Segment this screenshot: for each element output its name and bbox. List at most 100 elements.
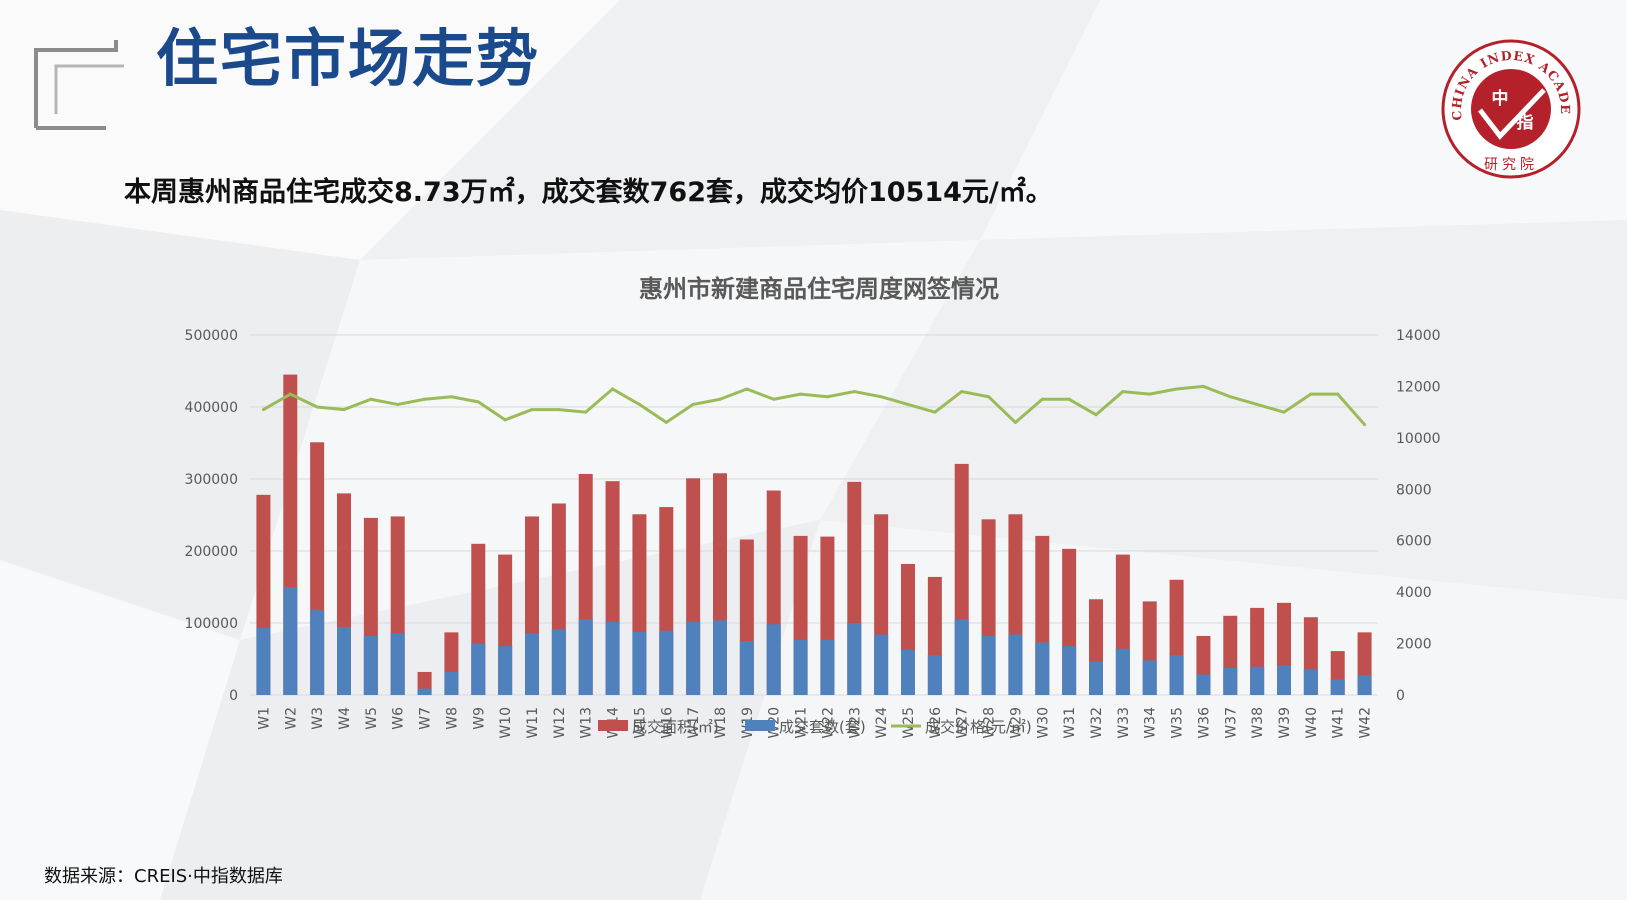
price-point — [825, 395, 829, 399]
units-bar — [1089, 661, 1103, 695]
units-bar — [337, 626, 351, 695]
logo-bottom-text: 研究院 — [1484, 157, 1538, 173]
units-bar — [632, 632, 647, 695]
x-tick-label: W21 — [794, 707, 810, 739]
price-point — [423, 397, 427, 401]
summary-text: 本周惠州商品住宅成交8.73万㎡，成交套数762套，成交均价10514元/㎡。 — [124, 177, 1053, 208]
x-tick-label: W27 — [955, 707, 971, 739]
units-bar — [874, 634, 889, 695]
price-point — [718, 397, 722, 401]
units-bar — [686, 621, 701, 695]
units-bar — [444, 671, 459, 695]
price-point — [315, 405, 319, 409]
price-point — [933, 410, 937, 414]
price-point — [1094, 413, 1098, 417]
price-point — [960, 390, 964, 394]
y-right-tick-label: 4000 — [1396, 585, 1432, 601]
units-bar — [927, 655, 942, 695]
y-right-tick-label: 14000 — [1396, 328, 1441, 344]
logo-char-zhong: 中 — [1492, 88, 1509, 109]
price-point — [584, 410, 588, 414]
price-line — [262, 384, 1366, 426]
x-tick-label: W32 — [1089, 707, 1105, 739]
price-point — [261, 408, 265, 412]
price-point — [611, 387, 615, 391]
x-tick-label: W34 — [1143, 707, 1159, 739]
units-bar — [659, 630, 674, 695]
x-tick-label: W41 — [1331, 707, 1347, 739]
price-point — [772, 397, 776, 401]
price-point — [1121, 390, 1125, 394]
x-tick-label: W31 — [1062, 707, 1078, 739]
units-bar — [525, 633, 539, 695]
units-bar — [363, 635, 378, 695]
price-point — [342, 408, 346, 412]
price-point — [1228, 395, 1232, 399]
x-tick-label: W28 — [982, 707, 998, 739]
y-right-tick-label: 12000 — [1396, 379, 1441, 395]
price-point — [557, 408, 561, 412]
data-source-note: 数据来源：CREIS·中指数据库 — [44, 866, 283, 887]
x-tick-label: W23 — [847, 707, 863, 739]
corner-bracket-icon — [34, 40, 124, 130]
units-bar — [283, 587, 298, 695]
price-point — [396, 402, 400, 406]
price-point — [906, 402, 910, 406]
units-bar — [981, 635, 996, 695]
x-tick-label: W7 — [418, 707, 434, 730]
y-left-tick-label: 500000 — [185, 328, 238, 344]
legend-label: 成交套数(套) — [779, 718, 866, 736]
price-point — [799, 392, 803, 396]
x-tick-label: W39 — [1277, 707, 1293, 739]
legend-swatch — [598, 720, 628, 731]
units-bar — [793, 639, 808, 695]
units-bar — [1330, 679, 1345, 695]
y-right-tick-label: 10000 — [1396, 431, 1441, 447]
x-tick-label: W29 — [1008, 707, 1024, 739]
x-tick-label: W33 — [1116, 707, 1132, 739]
price-point — [1363, 423, 1367, 427]
china-index-academy-logo: CHINA INDEX ACADEMY 中 指 研究院 — [1440, 38, 1581, 179]
price-point — [1282, 410, 1286, 414]
chart-title: 惠州市新建商品住宅周度网签情况 — [639, 275, 999, 303]
x-tick-label: W38 — [1250, 707, 1266, 739]
price-point — [288, 392, 292, 396]
x-tick-label: W25 — [901, 707, 917, 739]
legend-label: 成交面积(㎡) — [632, 718, 719, 736]
units-bar — [1357, 675, 1372, 695]
price-point — [852, 390, 856, 394]
y-left-tick-label: 100000 — [185, 616, 238, 632]
price-point — [1255, 402, 1259, 406]
logo-check-mark — [1478, 88, 1546, 140]
units-bar — [605, 621, 620, 695]
y-right-tick-label: 2000 — [1396, 637, 1432, 653]
x-tick-label: W12 — [552, 707, 568, 739]
price-point — [745, 387, 749, 391]
units-bar — [1115, 648, 1130, 695]
units-bar — [390, 633, 405, 695]
y-right-tick-label: 8000 — [1396, 482, 1432, 498]
x-tick-label: W17 — [686, 707, 702, 739]
price-point — [691, 402, 695, 406]
x-tick-label: W9 — [471, 707, 487, 730]
units-bar — [1008, 634, 1023, 695]
weekly-sales-chart: 惠州市新建商品住宅周度网签情况0100000200000300000400000… — [185, 275, 1441, 739]
x-tick-label: W11 — [525, 707, 541, 739]
y-right-tick-label: 0 — [1396, 688, 1405, 704]
units-bar — [901, 650, 915, 695]
x-tick-label: W42 — [1358, 707, 1374, 739]
price-point — [637, 402, 641, 406]
x-tick-label: W10 — [498, 707, 514, 739]
units-bar — [820, 639, 835, 695]
price-point — [503, 418, 507, 422]
legend-swatch — [745, 720, 775, 731]
x-tick-label: W30 — [1035, 707, 1051, 739]
x-tick-label: W3 — [310, 707, 326, 730]
units-bar — [417, 688, 432, 695]
y-left-tick-label: 300000 — [185, 472, 238, 488]
y-right-tick-label: 6000 — [1396, 534, 1432, 550]
x-tick-label: W37 — [1223, 707, 1239, 739]
price-point — [1175, 387, 1179, 391]
units-bar — [766, 624, 781, 695]
x-tick-label: W36 — [1196, 707, 1212, 739]
